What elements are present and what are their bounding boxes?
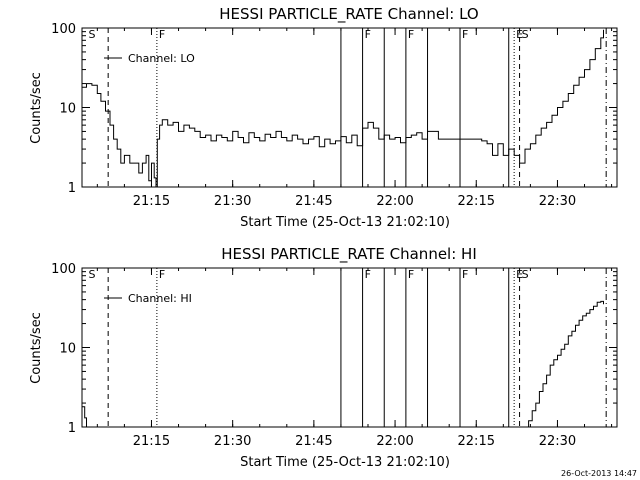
legend-label: Channel: HI: [128, 292, 192, 305]
x-axis-label: Start Time (25-Oct-13 21:02:10): [240, 215, 450, 230]
event-marker-label: F: [365, 268, 371, 281]
x-tick-label: 22:15: [458, 434, 495, 449]
legend-label: Channel: LO: [128, 52, 195, 65]
x-tick-label: 22:00: [376, 194, 413, 209]
y-tick-label: 100: [51, 22, 76, 37]
event-marker-label: S: [522, 28, 529, 41]
data-series: [82, 300, 604, 428]
y-tick-label: 1: [68, 181, 76, 196]
series-line: [82, 406, 87, 427]
x-tick-label: 22:00: [376, 434, 413, 449]
axis-ticks: 21:15 21:30 21:45 22:00 22:15 22:30 1 10 100: [51, 22, 617, 209]
x-tick-label: 21:45: [295, 434, 332, 449]
x-tick-label: 22:15: [458, 194, 495, 209]
x-tick-label: 21:30: [214, 434, 251, 449]
chart-title: HESSI PARTICLE_RATE Channel: LO: [219, 5, 478, 24]
chart-title: HESSI PARTICLE_RATE Channel: HI: [221, 245, 477, 264]
event-marker-label: F: [462, 268, 468, 281]
x-tick-label: 22:30: [539, 194, 576, 209]
event-marker-label: F: [408, 28, 414, 41]
event-marker-label: F: [462, 28, 468, 41]
event-marker-label: S: [522, 268, 529, 281]
event-marker-label: F: [159, 268, 165, 281]
y-axis-label: Counts/sec: [29, 312, 44, 384]
y-axis-label: Counts/sec: [29, 72, 44, 144]
panel-hi: HESSI PARTICLE_RATE Channel: HI S F F F F ES …: [29, 245, 618, 470]
series-line: [525, 300, 604, 428]
panel-lo: HESSI PARTICLE_RATE Channel: LO S F F F F ES …: [29, 5, 618, 230]
x-tick-label: 22:30: [539, 434, 576, 449]
event-marker-label: S: [89, 268, 96, 281]
x-tick-label: 21:15: [133, 434, 170, 449]
footer-timestamp: 26-Oct-2013 14:47: [561, 469, 637, 478]
event-marker-label: F: [365, 28, 371, 41]
event-marker-label: E: [516, 28, 523, 41]
y-tick-label: 10: [59, 102, 76, 117]
y-tick-label: 100: [51, 262, 76, 277]
event-marker-label: F: [159, 28, 165, 41]
x-tick-label: 21:45: [295, 194, 332, 209]
x-tick-label: 21:15: [133, 194, 170, 209]
y-tick-label: 10: [59, 342, 76, 357]
event-markers: S F F F F ES: [89, 268, 607, 427]
x-axis-label: Start Time (25-Oct-13 21:02:10): [240, 455, 450, 470]
axis-ticks: 21:15 21:30 21:45 22:00 22:15 22:30 1 10 100: [51, 262, 617, 449]
event-marker-label: F: [408, 268, 414, 281]
x-tick-label: 21:30: [214, 194, 251, 209]
event-marker-label: S: [89, 28, 96, 41]
event-marker-label: E: [516, 268, 523, 281]
y-tick-label: 1: [68, 421, 76, 436]
series-line: [82, 29, 604, 188]
data-series: [82, 29, 604, 188]
